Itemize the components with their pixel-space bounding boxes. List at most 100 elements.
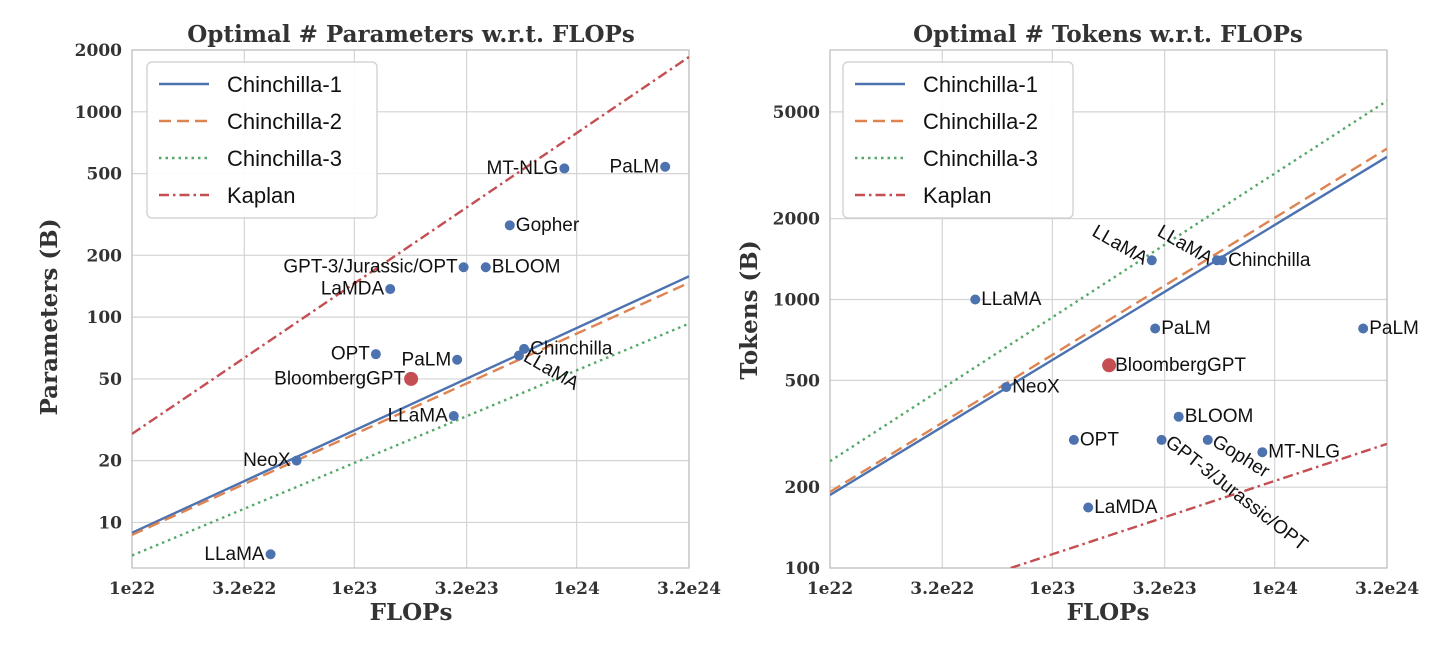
data-point: [1173, 411, 1184, 422]
series-line-chinchilla-2: [830, 147, 1387, 493]
point-label: BloombergGPT: [1115, 355, 1246, 376]
x-axis-label: FLOPs: [1067, 599, 1150, 626]
point-label: PaLM: [1161, 318, 1211, 339]
point-label: PaLM: [610, 156, 660, 177]
parameters-chart: Optimal # Parameters w.r.t. FLOPs FLOPs …: [36, 21, 721, 626]
x-tick-label: 3.2e22: [910, 579, 974, 599]
chart-title: Optimal # Parameters w.r.t. FLOPs: [187, 21, 635, 48]
y-tick-label: 200: [87, 246, 123, 266]
y-tick-label: 1000: [75, 103, 122, 123]
x-tick-label: 1e22: [109, 579, 155, 599]
series-line-kaplan: [132, 56, 689, 435]
point-label: Gopher: [516, 215, 580, 236]
x-tick-label: 1e22: [807, 579, 853, 599]
point-label: LLaMA: [1088, 221, 1151, 269]
legend-label: Chinchilla-3: [227, 146, 342, 171]
data-point: [1146, 255, 1157, 266]
point-label: BloombergGPT: [274, 368, 405, 389]
chart-title: Optimal # Tokens w.r.t. FLOPs: [913, 21, 1303, 48]
point-label: NeoX: [1012, 377, 1060, 398]
plot-frame: [829, 49, 1388, 569]
legend-label: Chinchilla-1: [923, 72, 1038, 97]
y-axis-label: Tokens (B): [736, 240, 763, 379]
x-axis-label: FLOPs: [370, 599, 453, 626]
point-label: Chinchilla: [1228, 250, 1311, 271]
legend-label: Chinchilla-2: [227, 109, 342, 134]
x-tick-label: 3.2e23: [435, 579, 499, 599]
data-point: [970, 294, 981, 305]
data-point: [1156, 434, 1167, 445]
y-tick-label: 2000: [773, 210, 820, 230]
data-point: [1102, 358, 1117, 373]
y-tick-label: 100: [785, 559, 821, 579]
x-tick-label: 3.2e23: [1133, 579, 1197, 599]
data-point: [265, 549, 276, 560]
point-label: LLaMA: [204, 544, 265, 565]
y-tick-label: 20: [98, 452, 122, 472]
data-point: [519, 343, 530, 354]
data-point: [660, 161, 671, 172]
point-label: BLOOM: [492, 257, 561, 278]
tokens-chart: Optimal # Tokens w.r.t. FLOPs FLOPs Toke…: [736, 21, 1419, 626]
legend: Chinchilla-1 Chinchilla-2 Chinchilla-3 Kapl…: [842, 61, 1074, 219]
plot-frame: [131, 49, 690, 569]
y-tick-label: 100: [87, 308, 123, 328]
series-line-chinchilla-1: [132, 275, 689, 534]
data-point: [458, 262, 469, 273]
series-line-chinchilla-1: [830, 155, 1387, 497]
point-label: PaLM: [1369, 318, 1419, 339]
y-tick-label: 2000: [75, 41, 122, 61]
data-point: [370, 349, 381, 360]
x-tick-label: 1e23: [1029, 579, 1075, 599]
data-point: [1217, 255, 1228, 266]
data-point: [559, 163, 570, 174]
data-point: [404, 371, 419, 386]
x-tick-label: 1e23: [331, 579, 377, 599]
point-label: GPT-3/Jurassic/OPT: [283, 257, 458, 278]
legend-label: Chinchilla-3: [923, 146, 1038, 171]
y-tick-label: 1000: [773, 291, 820, 311]
point-label: NeoX: [243, 450, 291, 471]
data-point: [1083, 502, 1094, 513]
y-tick-label: 50: [98, 370, 122, 390]
series-line-chinchilla-3: [132, 322, 689, 557]
data-point: [1202, 434, 1213, 445]
point-label: OPT: [331, 344, 370, 365]
data-point: [1001, 382, 1012, 393]
x-tick-label: 1e24: [1252, 579, 1298, 599]
data-point: [480, 262, 491, 273]
point-label: LLaMA: [981, 289, 1042, 310]
point-label: PaLM: [402, 349, 452, 370]
legend-label: Chinchilla-2: [923, 109, 1038, 134]
legend-label: Kaplan: [227, 183, 296, 208]
data-point: [448, 410, 459, 421]
x-tick-label: 1e24: [554, 579, 600, 599]
legend-box: [842, 61, 1074, 219]
data-point: [291, 455, 302, 466]
y-axis-label: Parameters (B): [36, 218, 63, 415]
point-label: MT-NLG: [487, 158, 559, 179]
point-label: LaMDA: [321, 279, 385, 300]
legend: Chinchilla-1 Chinchilla-2 Chinchilla-3 Kapl…: [146, 61, 378, 219]
data-point: [1150, 323, 1161, 334]
data-point: [504, 220, 515, 231]
data-point: [1257, 447, 1268, 458]
data-point: [1358, 323, 1369, 334]
data-point: [385, 284, 396, 295]
x-tick-label: 3.2e24: [1355, 579, 1419, 599]
point-label: LaMDA: [1094, 497, 1158, 518]
y-tick-label: 500: [87, 165, 123, 185]
y-tick-label: 500: [785, 371, 821, 391]
legend-box: [146, 61, 378, 219]
x-tick-label: 3.2e22: [212, 579, 276, 599]
legend-label: Chinchilla-1: [227, 72, 342, 97]
point-label: Chinchilla: [530, 338, 613, 359]
series-line-kaplan: [1010, 442, 1387, 568]
point-label: MT-NLG: [1268, 442, 1340, 463]
series-line-chinchilla-3: [830, 99, 1387, 463]
y-tick-label: 10: [98, 513, 122, 533]
point-label: LLaMA: [388, 406, 449, 427]
point-label: OPT: [1080, 429, 1119, 450]
legend-label: Kaplan: [923, 183, 992, 208]
